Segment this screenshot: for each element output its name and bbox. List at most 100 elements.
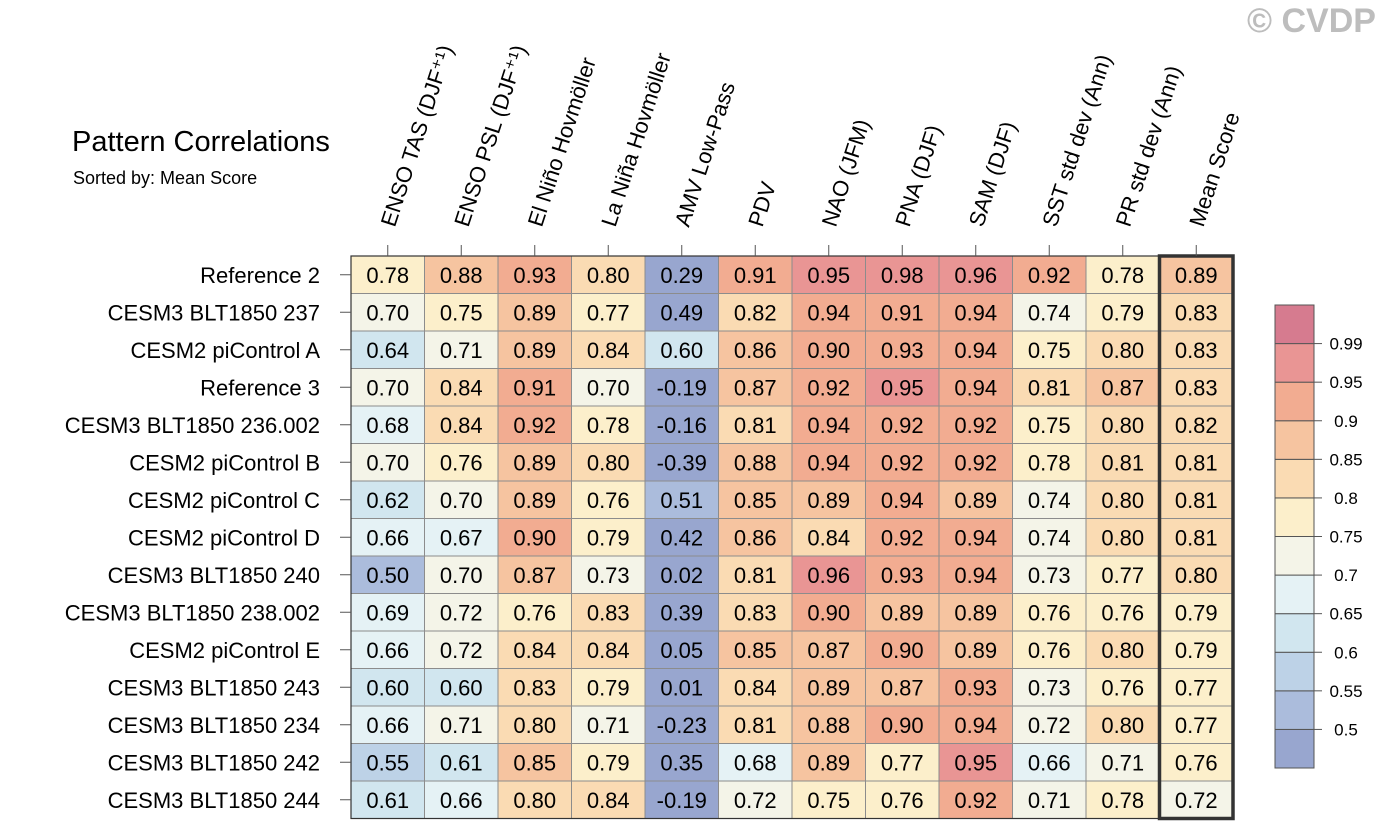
cell-value-label: 0.91 — [881, 300, 924, 325]
cell-value-label: 0.82 — [1175, 413, 1218, 438]
cell-value-label: 0.92 — [881, 450, 924, 475]
colorbar-tick-label: 0.75 — [1329, 528, 1362, 547]
cell-value-label: 0.83 — [1175, 375, 1218, 400]
column-label: ENSO TAS (DJF⁺¹) — [376, 42, 458, 230]
cell-value-label: 0.89 — [513, 300, 556, 325]
row-label: CESM2 piControl A — [130, 338, 320, 363]
cell-value-label: 0.89 — [807, 750, 850, 775]
cell-value-label: 0.78 — [366, 263, 409, 288]
cell-value-label: 0.79 — [587, 675, 630, 700]
colorbar-segment — [1274, 651, 1315, 692]
colorbar-segment — [1274, 420, 1315, 460]
cell-value-label: 0.77 — [1175, 713, 1218, 738]
cell-value-label: 0.70 — [587, 375, 630, 400]
cell-value-label: 0.73 — [1028, 563, 1071, 588]
heatmap-cell — [1159, 330, 1234, 369]
heatmap-cell — [1085, 743, 1160, 782]
colorbar-tick-label: 0.7 — [1334, 566, 1358, 585]
heatmap-cell — [497, 705, 572, 744]
cell-value-label: 0.81 — [1028, 375, 1071, 400]
cell-value-label: 0.92 — [513, 413, 556, 438]
cell-value-label: 0.71 — [1028, 788, 1071, 813]
colorbar-tick-label: 0.9 — [1334, 412, 1358, 431]
cell-value-label: 0.88 — [734, 450, 777, 475]
heatmap-cell — [424, 668, 499, 707]
heatmap-cell — [1085, 255, 1160, 294]
heatmap-cell — [865, 518, 940, 557]
cell-value-label: 0.78 — [1101, 263, 1144, 288]
cell-value-label: -0.19 — [657, 375, 707, 400]
cell-value-label: 0.74 — [1028, 300, 1071, 325]
cell-value-label: -0.19 — [657, 788, 707, 813]
heatmap-cell — [1085, 593, 1160, 632]
heatmap-cell — [644, 293, 719, 332]
cell-value-label: 0.91 — [513, 375, 556, 400]
row-label: CESM2 piControl B — [129, 450, 320, 475]
cell-value-label: 0.64 — [366, 338, 409, 363]
cell-value-label: 0.84 — [440, 375, 483, 400]
cell-value-label: 0.66 — [366, 638, 409, 663]
cell-value-label: 0.74 — [1028, 488, 1071, 513]
heatmap-cell — [938, 630, 1013, 669]
cell-value-label: 0.71 — [1101, 750, 1144, 775]
cell-value-label: 0.87 — [513, 563, 556, 588]
row-label: CESM3 BLT1850 234 — [108, 713, 320, 738]
column-label: NAO (JFM) — [817, 116, 875, 229]
cell-value-label: 0.60 — [660, 338, 703, 363]
heatmap-cell — [497, 743, 572, 782]
cell-value-label: 0.70 — [366, 300, 409, 325]
heatmap-cell — [571, 405, 646, 444]
heatmap-cell — [350, 780, 425, 819]
cell-value-label: 0.80 — [1101, 413, 1144, 438]
cell-value-label: 0.89 — [807, 675, 850, 700]
cell-value-label: 0.89 — [1175, 263, 1218, 288]
cell-value-label: 0.62 — [366, 488, 409, 513]
heatmap-cell — [938, 705, 1013, 744]
cell-value-label: 0.84 — [587, 638, 630, 663]
cell-value-label: 0.93 — [513, 263, 556, 288]
heatmap-cell — [865, 780, 940, 819]
cell-value-label: 0.76 — [1028, 638, 1071, 663]
heatmap-cell — [497, 368, 572, 407]
heatmap-cell — [1085, 293, 1160, 332]
heatmap-cell — [644, 368, 719, 407]
cell-value-label: 0.95 — [807, 263, 850, 288]
cell-value-label: 0.89 — [513, 488, 556, 513]
cell-value-label: 0.75 — [807, 788, 850, 813]
cell-value-label: 0.70 — [366, 375, 409, 400]
row-label: CESM3 BLT1850 243 — [108, 675, 320, 700]
row-label: CESM3 BLT1850 242 — [108, 750, 320, 775]
row-label: CESM3 BLT1850 240 — [108, 563, 320, 588]
cell-value-label: 0.94 — [807, 300, 850, 325]
cell-value-label: 0.84 — [440, 413, 483, 438]
cell-value-label: 0.87 — [807, 638, 850, 663]
heatmap-cell — [497, 780, 572, 819]
heatmap-cell — [1085, 443, 1160, 482]
cell-value-label: 0.83 — [1175, 338, 1218, 363]
cell-value-label: 0.93 — [954, 675, 997, 700]
cell-value-label: 0.81 — [1175, 525, 1218, 550]
cell-value-label: 0.81 — [734, 563, 777, 588]
heatmap-cell — [571, 480, 646, 519]
cell-value-label: 0.76 — [1028, 600, 1071, 625]
heatmap-cell — [1012, 630, 1087, 669]
cell-value-label: 0.92 — [954, 788, 997, 813]
cell-value-label: 0.77 — [1175, 675, 1218, 700]
heatmap-cell — [571, 555, 646, 594]
row-label: CESM2 piControl D — [128, 525, 320, 550]
heatmap-cell — [350, 705, 425, 744]
heatmap-cell — [865, 593, 940, 632]
cell-value-label: 0.72 — [440, 600, 483, 625]
cell-value-label: 0.88 — [807, 713, 850, 738]
cell-value-label: 0.66 — [440, 788, 483, 813]
heatmap-cell — [791, 780, 866, 819]
cell-value-label: 0.79 — [1101, 300, 1144, 325]
cell-value-label: 0.50 — [366, 563, 409, 588]
colorbar-tick-label: 0.55 — [1329, 682, 1362, 701]
heatmap-cell — [350, 368, 425, 407]
cell-value-label: 0.94 — [954, 375, 997, 400]
cell-value-label: 0.96 — [954, 263, 997, 288]
heatmap-cell — [865, 255, 940, 294]
cell-value-label: 0.86 — [734, 338, 777, 363]
